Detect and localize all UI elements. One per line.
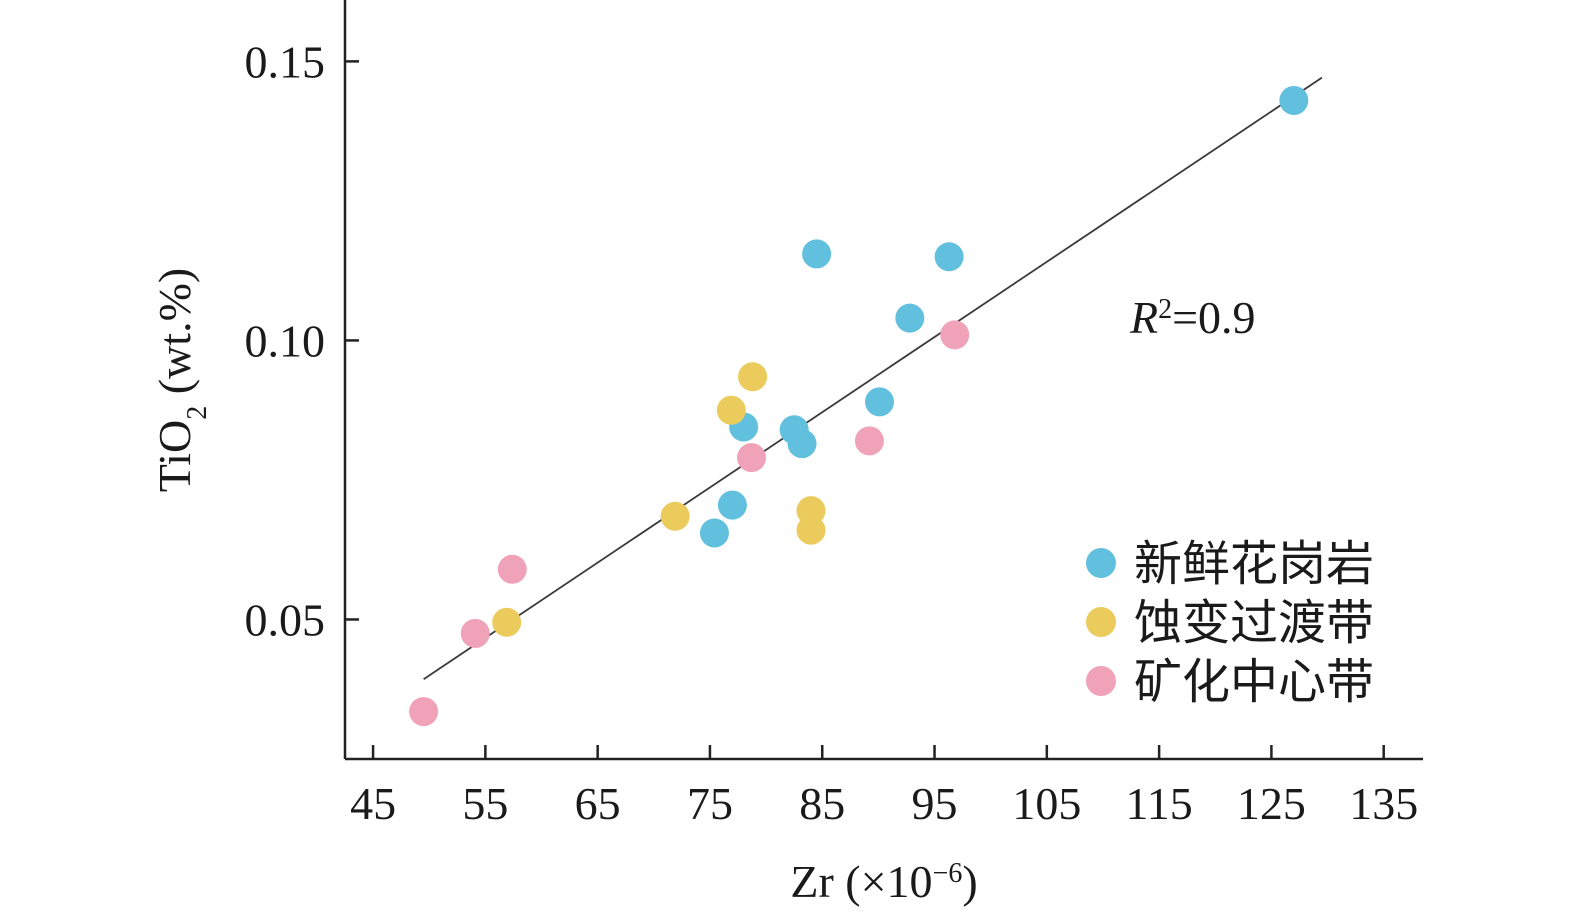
data-point-series-3 xyxy=(497,554,527,584)
data-point-series-3 xyxy=(854,426,884,456)
trendline xyxy=(423,76,1323,680)
data-point-series-3 xyxy=(460,618,490,648)
x-tick-label: 115 xyxy=(1125,778,1192,829)
data-point-series-2 xyxy=(492,607,522,637)
x-tick-label: 135 xyxy=(1349,778,1418,829)
y-tick-label: 0.10 xyxy=(245,315,326,366)
data-point-series-1 xyxy=(717,490,747,520)
data-point-series-3 xyxy=(736,443,766,473)
x-tick-label: 105 xyxy=(1012,778,1081,829)
legend-label: 蚀变过渡带 xyxy=(1134,595,1374,651)
x-axis-title: Zr (×10−6) xyxy=(790,856,977,907)
data-point-series-1 xyxy=(1279,85,1309,115)
y-tick-label: 0.15 xyxy=(245,36,326,87)
data-point-series-2 xyxy=(660,501,690,531)
y-axis-title: TiO2 (wt.%) xyxy=(149,268,213,492)
data-point-series-1 xyxy=(802,239,832,269)
y-ticks: 0.05 0.10 0.15 xyxy=(245,36,359,645)
axes xyxy=(343,0,1423,761)
x-tick-label: 85 xyxy=(799,778,845,829)
data-point-series-3 xyxy=(409,697,439,727)
x-tick-label: 65 xyxy=(575,778,621,829)
data-point-series-1 xyxy=(787,429,817,459)
legend-label: 矿化中心带 xyxy=(1134,654,1374,710)
y-tick-label: 0.05 xyxy=(245,594,326,645)
data-point-series-1 xyxy=(895,303,925,333)
data-point-series-3 xyxy=(940,320,970,350)
data-points xyxy=(409,85,1309,727)
data-point-series-2 xyxy=(738,362,768,392)
x-tick-label: 125 xyxy=(1237,778,1306,829)
legend-label: 新鲜花岗岩 xyxy=(1134,536,1374,592)
x-tick-label: 55 xyxy=(462,778,508,829)
legend-marker xyxy=(1086,607,1116,637)
legend-marker xyxy=(1086,666,1116,696)
data-point-series-2 xyxy=(796,515,826,545)
x-tick-label: 95 xyxy=(912,778,958,829)
data-point-series-1 xyxy=(865,387,895,417)
data-point-series-2 xyxy=(716,395,746,425)
x-tick-label: 75 xyxy=(687,778,733,829)
r-squared-annotation: R2=0.9 xyxy=(1129,292,1256,343)
data-point-series-1 xyxy=(699,518,729,548)
x-tick-label: 45 xyxy=(350,778,396,829)
legend-marker xyxy=(1086,548,1116,578)
x-ticks: 45 55 65 75 85 95 105 115 125 135 xyxy=(350,745,1418,829)
data-point-series-1 xyxy=(934,242,964,272)
